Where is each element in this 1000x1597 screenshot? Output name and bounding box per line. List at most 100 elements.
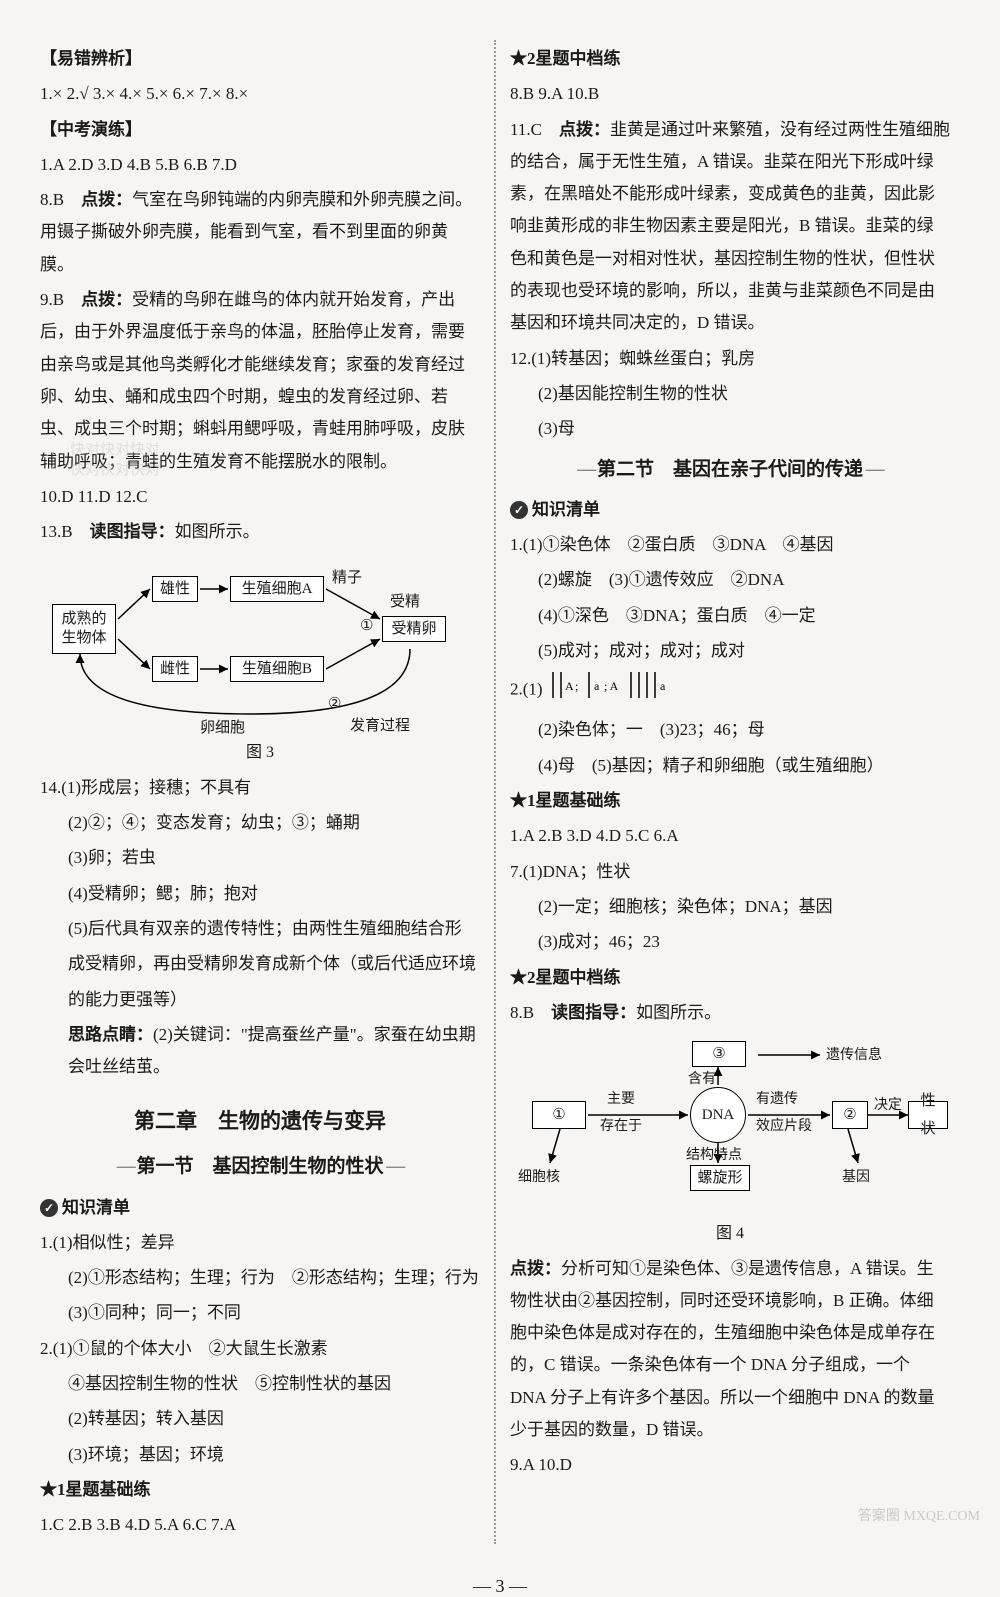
q13-block: 13.B 读图指导：如图所示。 <box>40 516 480 548</box>
q8-note-text: 分析可知①是染色体、③是遗传信息，A 错误。生物性状由②基因控制，同时还受环境影… <box>510 1259 935 1439</box>
q8-block: 8.B 点拨：气室在鸟卵钝端的内卵壳膜和外卵壳膜之间。用镊子撕破外卵壳膜，能看到… <box>40 184 480 281</box>
knowledge-list-header-left: ✓ 知识清单 <box>40 1192 480 1224</box>
svg-text:a: a <box>660 679 666 693</box>
q11-block: 11.C 点拨：韭黄是通过叶来繁殖，没有经过两性生殖细胞的结合，属于无性生殖，A… <box>510 114 950 340</box>
fig3-label-fertilize: 受精 <box>390 588 420 617</box>
k2-2: (2)转基因；转入基因 <box>40 1403 480 1435</box>
q8r-label: 读图指导： <box>551 1003 636 1022</box>
q14-1: 14.(1)形成层；接穗；不具有 <box>40 772 480 804</box>
q8-note-label: 点拨： <box>510 1259 561 1278</box>
fig4-label-heredinfo: 遗传信息 <box>826 1043 882 1070</box>
fig3-box-cella: 生殖细胞A <box>230 576 324 602</box>
q8-answer: 8.B <box>40 190 64 209</box>
q8r-answer: 8.B <box>510 1003 534 1022</box>
k1-3: (3)①同种；同一；不同 <box>40 1297 480 1329</box>
fig3-box-female: 雌性 <box>152 656 198 682</box>
fig4-label-structure: 结构特点 <box>686 1143 742 1170</box>
page-number: — 3 — <box>0 1576 1000 1597</box>
q11-answer: 11.C <box>510 120 542 139</box>
q14-note-label: 思路点睛： <box>68 1025 153 1044</box>
fig4-label-effseg: 有遗传 效应片段 <box>756 1087 812 1140</box>
fig3-label-circle1: ① <box>360 612 373 641</box>
column-divider <box>494 40 496 1544</box>
section2-title: 第二节 基因在亲子代间的传递 <box>510 452 950 488</box>
q14-3: (3)卵；若虫 <box>40 842 480 874</box>
star1-left-header: ★1星题基础练 <box>40 1474 480 1506</box>
fig3-box-mature: 成熟的 生物体 <box>52 604 116 654</box>
q8-hint-label: 点拨： <box>81 190 132 209</box>
figure-4-flowchart: ① DNA ③ ② 性状 螺旋形 遗传信息 主要 存在于 含有 有遗传 效应片段… <box>510 1035 950 1215</box>
check-icon: ✓ <box>40 1199 58 1217</box>
err-analysis-header: 【易错辨析】 <box>40 43 480 75</box>
knowledge-list-header-right: ✓ 知识清单 <box>510 494 950 526</box>
k2-3: (3)环境；基因；环境 <box>40 1439 480 1471</box>
fig3-box-cellb: 生殖细胞B <box>230 656 324 682</box>
q11-label: 点拨： <box>559 120 610 139</box>
fig4-box-3: ③ <box>692 1041 746 1067</box>
fig4-label-decide: 决定 <box>874 1093 902 1120</box>
exam-answers-line1: 1.A 2.D 3.D 4.B 5.B 6.B 7.D <box>40 149 480 181</box>
q9-block: 9.B 点拨：受精的鸟卵在雌鸟的体内就开始发育，产出后，由于外界温度低于亲鸟的体… <box>40 284 480 478</box>
q10-11-12-answers: 10.D 11.D 12.C <box>40 481 480 513</box>
q14-2: (2)②；④；变态发育；幼虫；③；蛹期 <box>40 807 480 839</box>
q13-answer: 13.B <box>40 522 73 541</box>
rk1-5: (5)成对；成对；成对；成对 <box>510 635 950 667</box>
fig4-label-gene: 基因 <box>842 1165 870 1192</box>
fig3-box-male: 雄性 <box>152 576 198 602</box>
fig4-box-trait: 性状 <box>908 1101 948 1129</box>
rq7-2: (2)一定；细胞核；染色体；DNA；基因 <box>510 891 950 923</box>
err-analysis-answers: 1.× 2.√ 3.× 4.× 5.× 6.× 7.× 8.× <box>40 78 480 110</box>
q9-hint-text: 受精的鸟卵在雌鸟的体内就开始发育，产出后，由于外界温度低于亲鸟的体温，胚胎停止发… <box>40 290 465 470</box>
fig3-box-fert: 受精卵 <box>382 616 446 642</box>
fig3-label-eggcell: 卵细胞 <box>200 714 245 743</box>
figure-3-flowchart: 成熟的 生物体 雄性 雌性 生殖细胞A 生殖细胞B 受精卵 精子 受精 ① 卵细… <box>50 554 470 734</box>
chapter2-title: 第二章 生物的遗传与变异 <box>40 1102 480 1142</box>
watermark-logo: 答案圈 MXQE.COM <box>858 1505 980 1525</box>
q14-5b: 成受精卵，再由受精卵发育成新个体（或后代适应环境 <box>40 948 480 980</box>
q11-text: 韭黄是通过叶来繁殖，没有经过两性生殖细胞的结合，属于无性生殖，A 错误。韭菜在阳… <box>510 120 950 333</box>
q14-4: (4)受精卵；鳃；肺；抱对 <box>40 878 480 910</box>
fig3-label-sperm: 精子 <box>332 564 362 593</box>
q13-label: 读图指导： <box>90 522 175 541</box>
q12-1: 12.(1)转基因；蜘蛛丝蛋白；乳房 <box>510 343 950 375</box>
q14-note: 思路点睛：(2)关键词："提高蚕丝产量"。家蚕在幼虫期会吐丝结茧。 <box>40 1019 480 1084</box>
q9-10-right: 9.A 10.D <box>510 1449 950 1481</box>
k2-1b: ④基因控制生物的性状 ⑤控制性状的基因 <box>40 1368 480 1400</box>
k1-1: 1.(1)相似性；差异 <box>40 1227 480 1259</box>
knowledge-label-right: 知识清单 <box>532 494 600 526</box>
rk1-2: (2)螺旋 (3)①遗传效应 ②DNA <box>510 564 950 596</box>
q8r-text: 如图所示。 <box>636 1003 721 1022</box>
section1-title: 第一节 基因控制生物的性状 <box>40 1149 480 1185</box>
chromosome-icon: A ; a ; A a <box>547 670 677 711</box>
q9-answer: 9.B <box>40 290 64 309</box>
q8-right-block: 8.B 读图指导：如图所示。 <box>510 997 950 1029</box>
fig4-label-contain: 含有 <box>688 1067 716 1094</box>
fig4-box-1: ① <box>532 1101 586 1129</box>
knowledge-label-left: 知识清单 <box>62 1192 130 1224</box>
page-container: 【易错辨析】 1.× 2.√ 3.× 4.× 5.× 6.× 7.× 8.× 【… <box>0 0 1000 1564</box>
svg-text:A: A <box>565 679 574 693</box>
fig4-label-nucleus: 细胞核 <box>518 1165 560 1192</box>
q14-5a: (5)后代具有双亲的遗传特性；由两性生殖细胞结合形 <box>40 913 480 945</box>
fig3-label-devproc: 发育过程 <box>350 712 410 741</box>
fig4-label-mainly: 主要 存在于 <box>600 1087 642 1140</box>
left-column: 【易错辨析】 1.× 2.√ 3.× 4.× 5.× 6.× 7.× 8.× 【… <box>30 40 490 1544</box>
svg-text:; A: ; A <box>604 679 619 693</box>
q12-3: (3)母 <box>510 413 950 445</box>
exam-practice-header: 【中考演练】 <box>40 114 480 146</box>
fig4-caption: 图 4 <box>510 1219 950 1249</box>
rk1-4: (4)①深色 ③DNA；蛋白质 ④一定 <box>510 600 950 632</box>
right-column: ★2星题中档练 8.B 9.A 10.B 11.C 点拨：韭黄是通过叶来繁殖，没… <box>500 40 960 1544</box>
rk2-1-label: 2.(1) <box>510 680 543 699</box>
check-icon: ✓ <box>510 501 528 519</box>
fig4-box-2: ② <box>832 1101 868 1129</box>
rq7-3: (3)成对；46；23 <box>510 926 950 958</box>
rk2-1: 2.(1) A ; a ; A a <box>510 670 950 711</box>
k1-2: (2)①形态结构；生理；行为 ②形态结构；生理；行为 <box>40 1262 480 1294</box>
rk2-4: (4)母 (5)基因；精子和卵细胞（或生殖细胞） <box>510 750 950 782</box>
q9-hint-label: 点拨： <box>81 290 132 309</box>
q14-5c: 的能力更强等） <box>40 984 480 1016</box>
rk1-1: 1.(1)①染色体 ②蛋白质 ③DNA ④基因 <box>510 529 950 561</box>
star2-right-header: ★2星题中档练 <box>510 43 950 75</box>
q12-2: (2)基因能控制生物的性状 <box>510 378 950 410</box>
